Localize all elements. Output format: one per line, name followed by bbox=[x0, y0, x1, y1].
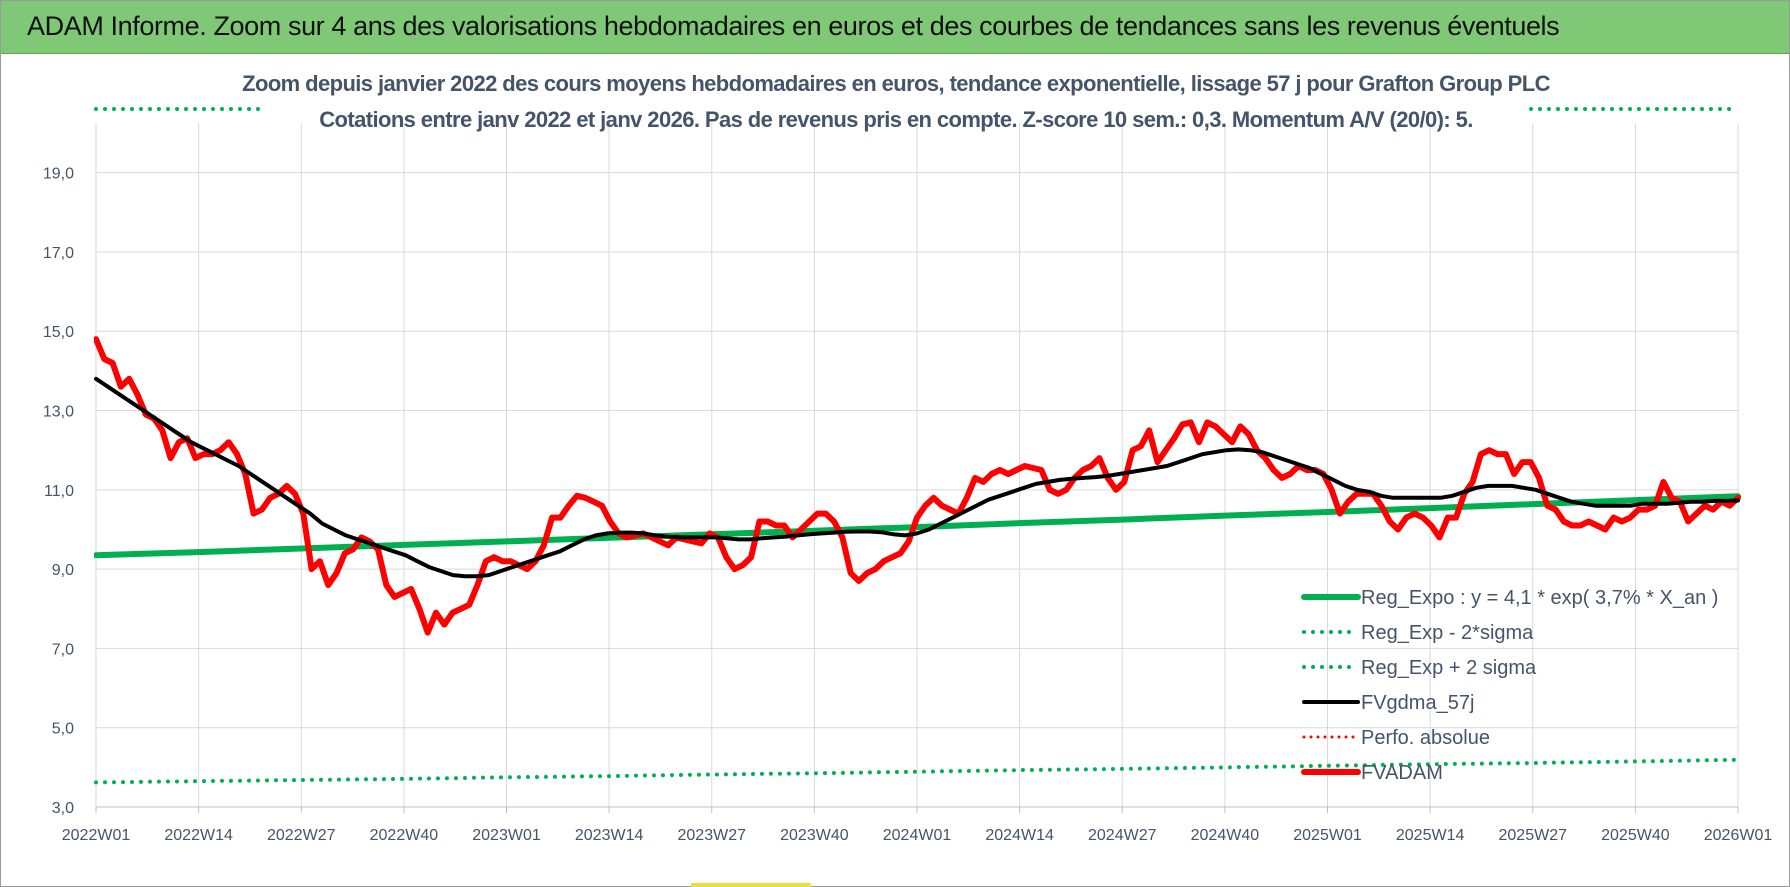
x-tick-label: 2024W40 bbox=[1191, 827, 1260, 844]
y-tick-label: 15,0 bbox=[43, 324, 74, 341]
x-tick-label: 2023W14 bbox=[575, 827, 644, 844]
fvgdma-57j-line bbox=[94, 376, 1740, 579]
x-tick-label: 2023W27 bbox=[678, 827, 747, 844]
banner-title: ADAM Informe. Zoom sur 4 ans des valoris… bbox=[27, 11, 1560, 41]
chart-title-line-2: Cotations entre janv 2022 et janv 2026. … bbox=[319, 107, 1473, 132]
header-banner: ADAM Informe. Zoom sur 4 ans des valoris… bbox=[1, 1, 1789, 54]
legend-label-fvgdma-57j-line: FVgdma_57j bbox=[1361, 692, 1474, 714]
reg-exp-minus-2sigma-line bbox=[94, 757, 1740, 785]
x-tick-label: 2024W01 bbox=[883, 827, 952, 844]
legend-label-fvadam-line: FVADAM bbox=[1361, 762, 1443, 784]
y-tick-label: 19,0 bbox=[43, 166, 74, 183]
x-tick-label: 2025W40 bbox=[1601, 827, 1670, 844]
chart-title-line-1: Zoom depuis janvier 2022 des cours moyen… bbox=[242, 71, 1550, 96]
y-tick-label: 3,0 bbox=[52, 800, 74, 817]
y-tick-label: 7,0 bbox=[52, 641, 74, 658]
y-tick-label: 5,0 bbox=[52, 721, 74, 738]
y-tick-label: 17,0 bbox=[43, 245, 74, 262]
bottom-accent-bar bbox=[691, 883, 811, 887]
legend-label-reg-expo-line: Reg_Expo : y = 4,1 * exp( 3,7% * X_an ) bbox=[1361, 587, 1718, 609]
x-tick-label: 2025W27 bbox=[1499, 827, 1568, 844]
x-tick-label: 2025W01 bbox=[1293, 827, 1362, 844]
legend-label-reg-exp-plus-2sigma-line: Reg_Exp + 2 sigma bbox=[1361, 657, 1537, 679]
x-tick-label: 2023W40 bbox=[780, 827, 849, 844]
y-tick-label: 13,0 bbox=[43, 404, 74, 421]
x-tick-label: 2024W27 bbox=[1088, 827, 1157, 844]
y-tick-label: 9,0 bbox=[52, 562, 74, 579]
x-tick-label: 2022W40 bbox=[370, 827, 439, 844]
x-tick-label: 2024W14 bbox=[985, 827, 1054, 844]
x-tick-label: 2022W01 bbox=[62, 827, 131, 844]
x-tick-label: 2023W01 bbox=[472, 827, 541, 844]
x-tick-label: 2022W27 bbox=[267, 827, 336, 844]
y-tick-label: 11,0 bbox=[44, 483, 74, 500]
x-tick-label: 2025W14 bbox=[1396, 827, 1465, 844]
x-tick-label: 2022W14 bbox=[164, 827, 233, 844]
legend-label-reg-exp-minus-2sigma-line: Reg_Exp - 2*sigma bbox=[1361, 622, 1534, 644]
legend-label-perfo-absolue-line: Perfo. absolue bbox=[1361, 727, 1490, 749]
x-tick-label: 2026W01 bbox=[1704, 827, 1773, 844]
reg-expo-line bbox=[94, 493, 1741, 559]
